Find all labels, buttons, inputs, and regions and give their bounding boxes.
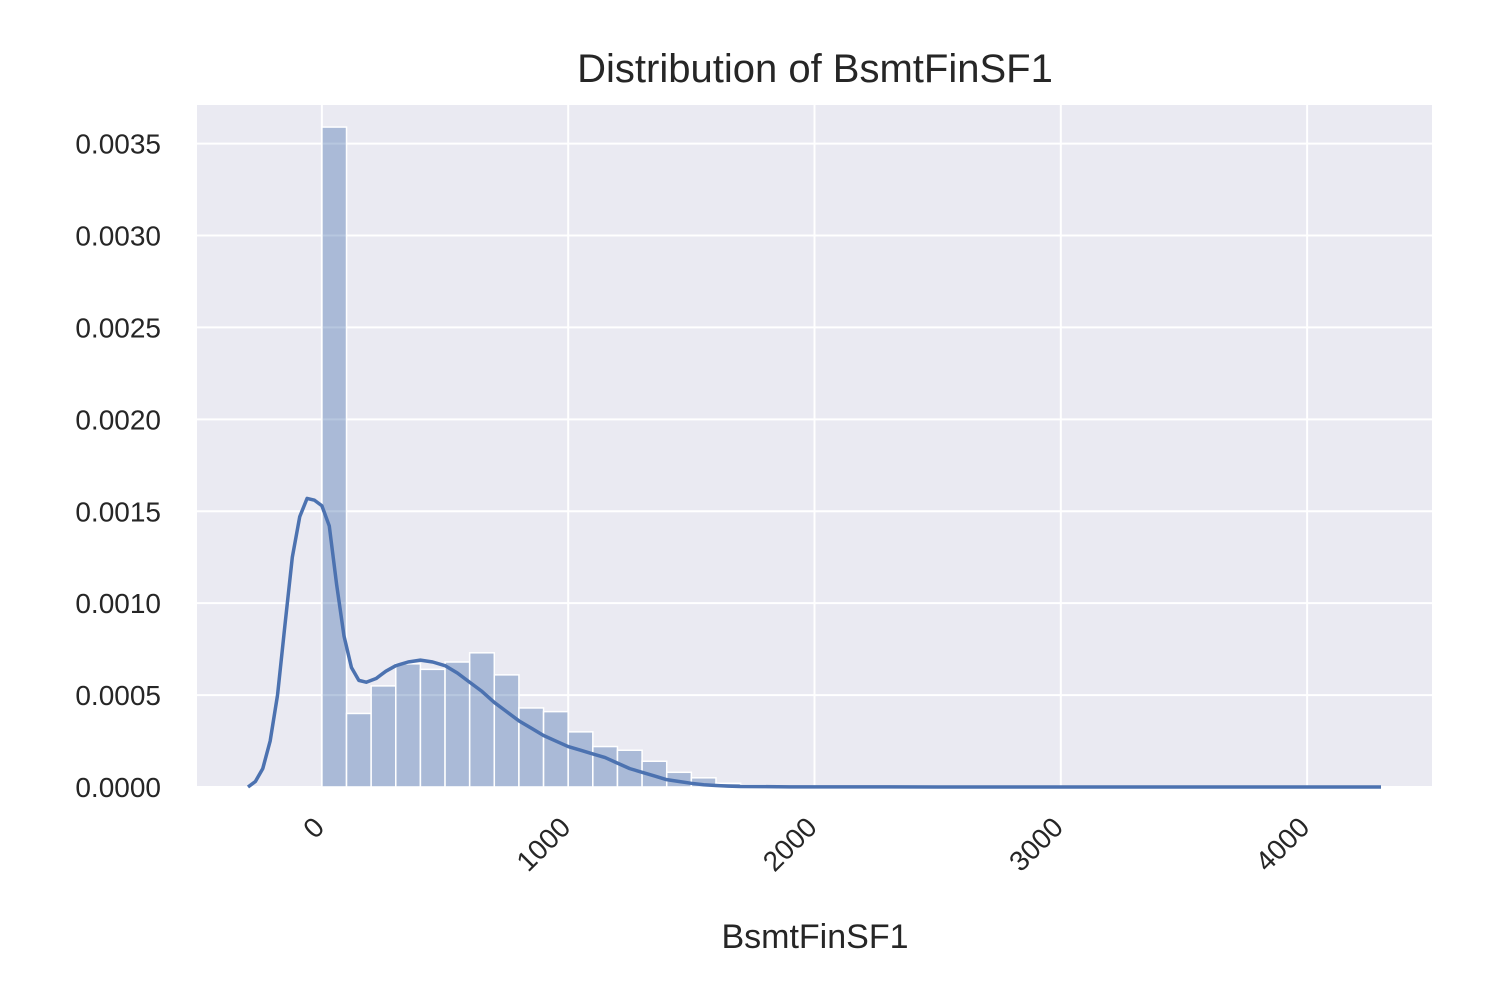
kde-curve <box>246 496 1382 789</box>
histogram-bar <box>419 668 446 788</box>
histogram-bar <box>592 745 619 788</box>
histogram-bars <box>321 126 766 788</box>
histogram-bar <box>542 710 569 788</box>
histogram-bar <box>345 712 372 788</box>
y-tick-label: 0.0010 <box>75 588 161 619</box>
y-tick-label: 0.0015 <box>75 496 161 527</box>
histogram-bar <box>321 126 348 788</box>
grid-lines <box>197 105 1432 788</box>
x-tick-label: 1000 <box>510 811 576 877</box>
y-tick-label: 0.0020 <box>75 404 161 435</box>
x-tick-label: 2000 <box>757 811 823 877</box>
x-tick-label: 3000 <box>1003 811 1069 877</box>
y-tick-label: 0.0000 <box>75 772 161 803</box>
histogram-bar <box>567 731 594 788</box>
chart-title: Distribution of BsmtFinSF1 <box>577 47 1053 91</box>
histogram-bar <box>518 707 545 788</box>
histogram-bar <box>395 663 422 788</box>
histogram-bar <box>468 652 496 788</box>
y-tick-label: 0.0005 <box>75 680 161 711</box>
x-tick-label: 4000 <box>1249 811 1315 877</box>
x-axis-label: BsmtFinSF1 <box>721 918 908 956</box>
histogram-bar <box>370 685 397 788</box>
y-tick-label: 0.0035 <box>75 129 161 160</box>
y-axis-ticks: 0.0000 0.0005 0.0010 0.0015 0.0020 0.0025 0.00… <box>75 129 161 803</box>
x-tick-label: 0 <box>297 811 330 844</box>
y-tick-label: 0.0030 <box>75 221 161 252</box>
y-tick-label: 0.0025 <box>75 312 161 343</box>
histogram-bar <box>493 674 520 788</box>
x-axis-ticks: 0 1000 2000 3000 4000 <box>297 811 1315 877</box>
